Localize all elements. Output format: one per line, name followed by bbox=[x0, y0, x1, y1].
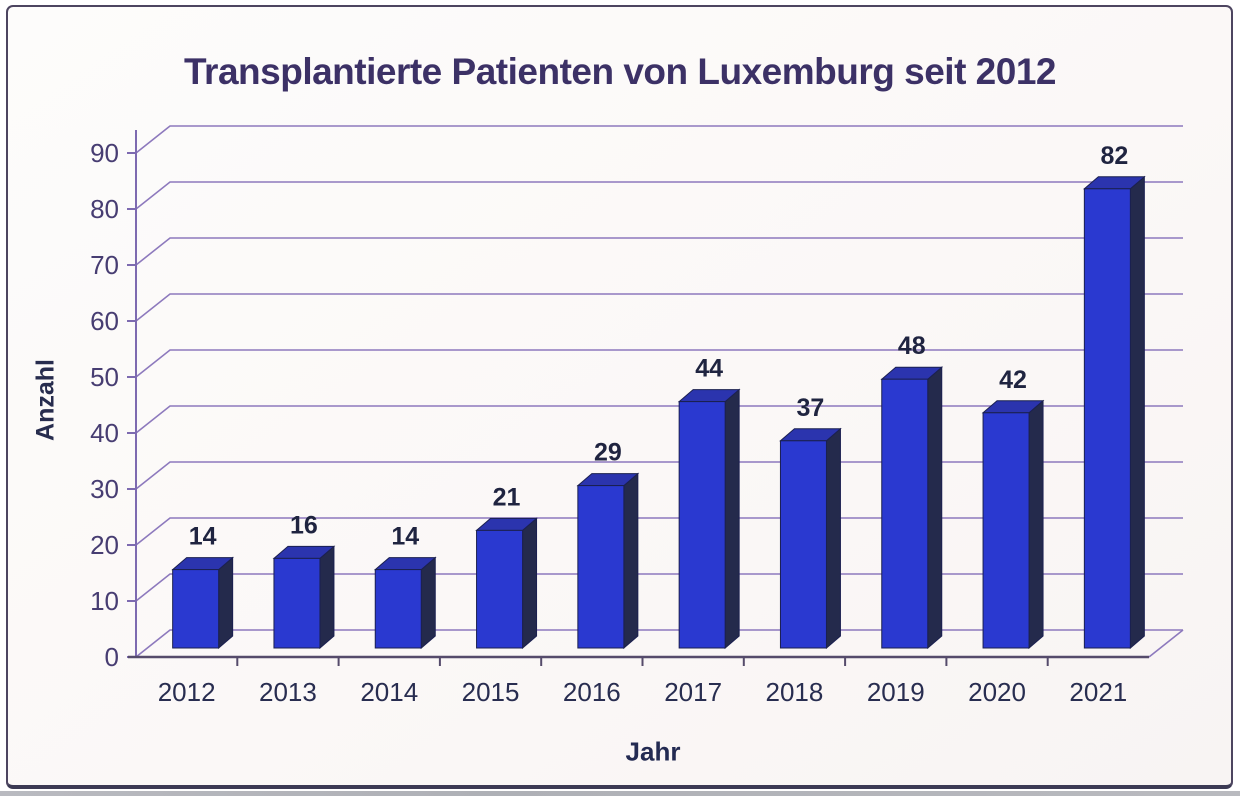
bar-value-label: 48 bbox=[898, 332, 926, 360]
bar-front-face bbox=[577, 485, 625, 649]
bar-front-face bbox=[172, 569, 220, 649]
bar-side-face bbox=[623, 472, 639, 650]
bar-front-face bbox=[678, 401, 726, 649]
y-tick-label: 80 bbox=[90, 194, 119, 224]
y-tick-label: 90 bbox=[90, 138, 119, 168]
bar bbox=[880, 366, 944, 650]
bar-front-face bbox=[881, 378, 929, 649]
gridline bbox=[135, 125, 1183, 154]
bar-side-face bbox=[420, 556, 436, 650]
gridline bbox=[135, 629, 1183, 658]
bar-side-face bbox=[522, 517, 538, 650]
bar-value-label: 44 bbox=[695, 355, 723, 383]
y-tick-label: 70 bbox=[90, 250, 119, 280]
bar-value-label: 42 bbox=[999, 366, 1027, 394]
scan-edge-shadow bbox=[0, 791, 1240, 796]
x-tick-label: 2018 bbox=[766, 677, 824, 707]
gridline bbox=[135, 293, 1183, 322]
x-tick-label: 2021 bbox=[1069, 677, 1127, 707]
chart-floor-edge bbox=[1148, 629, 1184, 658]
y-tick-label: 10 bbox=[90, 586, 119, 616]
bar-value-label: 37 bbox=[797, 394, 825, 422]
gridline bbox=[135, 405, 1183, 434]
y-tick-label: 30 bbox=[90, 474, 119, 504]
bar-front-face bbox=[476, 529, 524, 649]
bar-side-face bbox=[724, 388, 740, 650]
bar-value-label: 82 bbox=[1100, 142, 1128, 170]
y-tick-label: 20 bbox=[90, 530, 119, 560]
bar-front-face bbox=[374, 569, 422, 649]
bar bbox=[171, 556, 235, 650]
bar-front-face bbox=[779, 440, 827, 649]
bar-front-face bbox=[273, 557, 321, 649]
gridline bbox=[135, 573, 1183, 602]
x-tick-label: 2012 bbox=[158, 677, 216, 707]
x-tick-label: 2019 bbox=[867, 677, 925, 707]
bar-value-label: 16 bbox=[290, 511, 318, 539]
y-tick-label: 40 bbox=[90, 418, 119, 448]
chart-title: Transplantierte Patienten von Luxemburg … bbox=[184, 50, 1057, 92]
y-tick-label: 50 bbox=[90, 362, 119, 392]
bar-front-face bbox=[1083, 188, 1131, 649]
bar-value-label: 29 bbox=[594, 439, 622, 467]
gridline bbox=[135, 237, 1183, 266]
x-tick-label: 2013 bbox=[259, 677, 317, 707]
gridline bbox=[135, 461, 1183, 490]
bar bbox=[1082, 175, 1146, 650]
bar bbox=[981, 399, 1045, 650]
bar-side-face bbox=[1129, 175, 1145, 650]
y-tick-label: 0 bbox=[105, 642, 119, 672]
x-tick-label: 2014 bbox=[360, 677, 418, 707]
bar-front-face bbox=[982, 412, 1030, 649]
bar-value-label: 14 bbox=[391, 523, 419, 551]
x-tick-label: 2015 bbox=[462, 677, 520, 707]
bar bbox=[475, 517, 538, 650]
bar bbox=[272, 545, 336, 650]
gridline bbox=[135, 517, 1183, 546]
bar-side-face bbox=[319, 545, 335, 650]
x-tick-label: 2016 bbox=[563, 677, 621, 707]
x-tick-label: 2020 bbox=[968, 677, 1026, 707]
gridline bbox=[135, 181, 1183, 210]
gridline bbox=[135, 349, 1183, 378]
bar-value-label: 21 bbox=[493, 483, 521, 511]
bar-side-face bbox=[825, 427, 841, 650]
bar-value-label: 14 bbox=[189, 523, 217, 551]
bar bbox=[677, 388, 741, 650]
bar bbox=[576, 472, 640, 650]
x-tick-label: 2017 bbox=[664, 677, 722, 707]
bar bbox=[373, 556, 437, 650]
bar-side-face bbox=[218, 556, 234, 650]
x-axis-title: Jahr bbox=[625, 736, 681, 767]
bar-side-face bbox=[1028, 399, 1044, 650]
slide-frame bbox=[6, 5, 1233, 789]
bar bbox=[779, 427, 842, 650]
bar-side-face bbox=[927, 366, 943, 650]
y-tick-label: 60 bbox=[90, 306, 119, 336]
